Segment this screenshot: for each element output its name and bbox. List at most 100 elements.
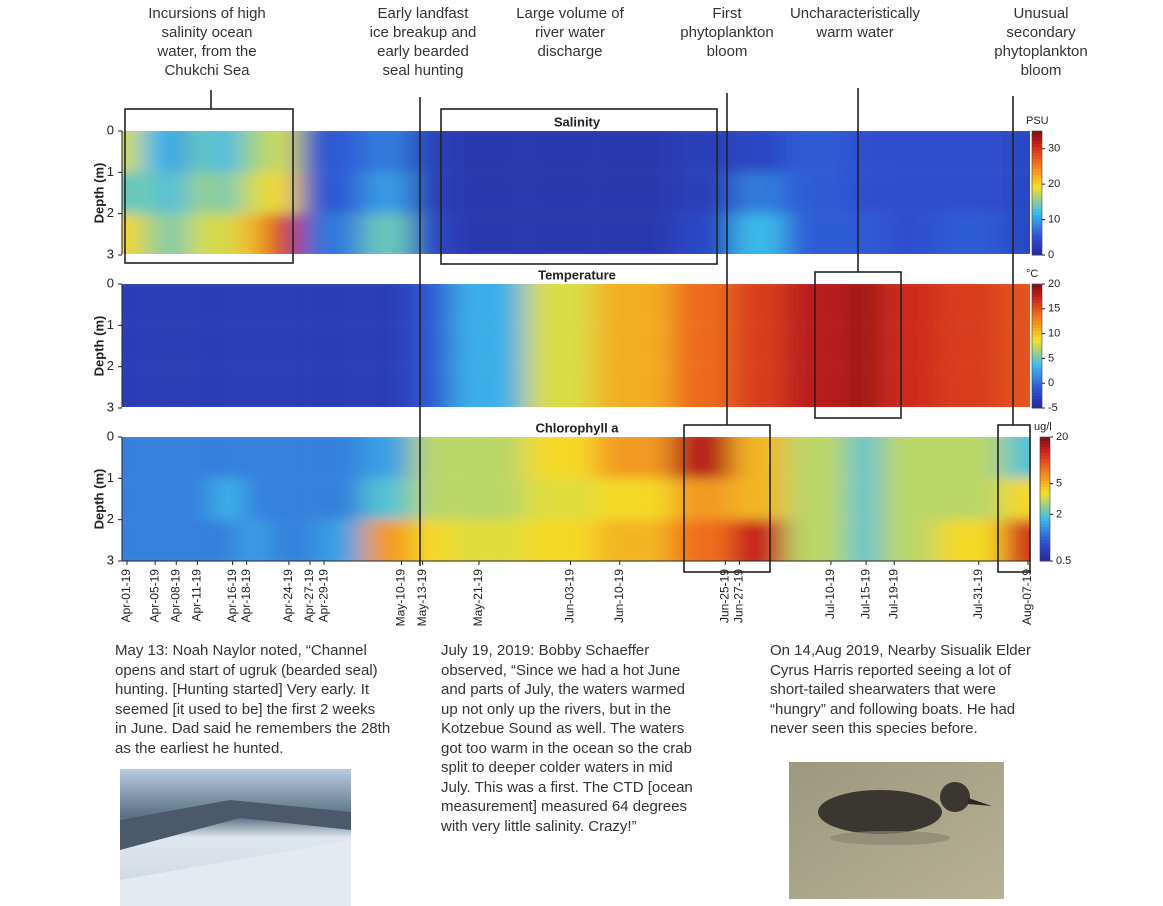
- annotation: bloom: [707, 43, 748, 60]
- annotation: river water: [535, 24, 605, 41]
- colorbar-step: [1032, 137, 1042, 141]
- colorbar-step: [1040, 499, 1050, 503]
- colorbar-step: [1040, 530, 1050, 534]
- cell: [849, 478, 881, 519]
- cell: [268, 478, 300, 519]
- x-tick-label: Apr-01-19: [119, 569, 133, 623]
- cell: [785, 478, 848, 519]
- cell: [215, 172, 240, 213]
- colorbar-step: [1040, 443, 1050, 447]
- colorbar-step: [1032, 346, 1042, 350]
- y-axis-label: Depth (m): [91, 163, 106, 224]
- colorbar-step: [1032, 377, 1042, 381]
- cell: [215, 325, 240, 366]
- colorbar-tick-label: 2: [1056, 508, 1062, 520]
- x-tick-label: Apr-29-19: [316, 569, 330, 623]
- colorbar-step: [1032, 202, 1042, 206]
- cell: [141, 172, 166, 213]
- annotation: Incursions of high: [148, 5, 266, 22]
- panel-title: Temperature: [538, 267, 616, 282]
- x-tick-label: Jun-25-19: [717, 569, 731, 623]
- annotation: Uncharacteristically: [790, 5, 921, 22]
- cell: [187, 325, 215, 366]
- cell: [268, 172, 300, 213]
- cell: [673, 478, 733, 519]
- colorbar-step: [1032, 134, 1042, 138]
- y-tick-label: 2: [107, 358, 114, 373]
- note-line: with very little salinity. Crazy!”: [441, 817, 693, 837]
- colorbar-tick-label: 0: [1048, 377, 1054, 389]
- annotation: First: [712, 5, 742, 22]
- cell: [268, 325, 300, 366]
- colorbar-step: [1040, 474, 1050, 478]
- colorbar-step: [1040, 440, 1050, 444]
- colorbar-step: [1040, 480, 1050, 484]
- note-line: On 14,Aug 2019, Nearby Sisualik Elder: [770, 641, 1031, 661]
- annotation: Chukchi Sea: [164, 62, 250, 79]
- colorbar-step: [1032, 147, 1042, 151]
- cell: [595, 172, 672, 213]
- colorbar-step: [1032, 165, 1042, 169]
- colorbar-step: [1032, 399, 1042, 403]
- note-line: in June. Dad said he remembers the 28th: [115, 719, 390, 739]
- y-tick-label: 0: [107, 122, 114, 137]
- field: [90, 121, 1070, 265]
- colorbar-tick-label: 20: [1056, 431, 1068, 443]
- cell: [412, 172, 451, 213]
- cell: [187, 478, 215, 519]
- field: [90, 427, 1070, 571]
- colorbar-step: [1040, 453, 1050, 457]
- colorbar-step: [1032, 131, 1042, 135]
- colorbar-step: [1040, 484, 1050, 488]
- colorbar-step: [1040, 533, 1050, 537]
- colorbar-step: [1032, 315, 1042, 319]
- annotation: Unusual: [1013, 5, 1068, 22]
- x-tick-label: Apr-18-19: [239, 569, 253, 623]
- annotation: secondary: [1006, 24, 1076, 41]
- colorbar-step: [1040, 508, 1050, 512]
- note-line: hunting. [Hunting started] Very early. I…: [115, 680, 390, 700]
- cell: [215, 478, 240, 519]
- colorbar-step: [1040, 456, 1050, 460]
- cell: [936, 172, 1003, 213]
- colorbar-step: [1032, 193, 1042, 197]
- x-tick-label: May-10-19: [394, 569, 408, 627]
- colorbar-step: [1032, 190, 1042, 194]
- colorbar-step: [1032, 215, 1042, 219]
- colorbar-step: [1032, 349, 1042, 353]
- colorbar-tick-label: 15: [1048, 303, 1060, 315]
- photo-bird: [789, 762, 1004, 899]
- cell: [732, 325, 785, 366]
- note-line: observed, “Since we had a hot June: [441, 661, 693, 681]
- colorbar-step: [1040, 471, 1050, 475]
- cell: [525, 172, 595, 213]
- annotation: early bearded: [377, 43, 469, 60]
- x-tick-label: May-21-19: [471, 569, 485, 627]
- colorbar-step: [1032, 318, 1042, 322]
- x-tick-label: May-13-19: [415, 569, 429, 627]
- colorbar-step: [1032, 196, 1042, 200]
- x-tick-label: Jun-10-19: [612, 569, 626, 623]
- colorbar-step: [1040, 511, 1050, 515]
- cell: [595, 478, 672, 519]
- y-axis-label: Depth (m): [91, 469, 106, 530]
- cell: [936, 325, 1003, 366]
- colorbar-step: [1040, 555, 1050, 559]
- colorbar-step: [1032, 284, 1042, 288]
- colorbar-step: [1032, 230, 1042, 234]
- cell: [363, 478, 412, 519]
- cell: [240, 325, 268, 366]
- annotation: seal hunting: [383, 62, 464, 79]
- y-axis-label: Depth (m): [91, 316, 106, 377]
- colorbar: -505101520°C: [1026, 268, 1060, 414]
- colorbar-step: [1032, 389, 1042, 393]
- colorbar-step: [1032, 337, 1042, 341]
- colorbar-step: [1040, 446, 1050, 450]
- colorbar-step: [1032, 352, 1042, 356]
- colorbar-step: [1032, 187, 1042, 191]
- colorbar-step: [1032, 402, 1042, 406]
- note-line: got too warm in the ocean so the crab: [441, 739, 693, 759]
- x-tick-label: Jul-15-19: [858, 569, 872, 619]
- cell: [732, 478, 785, 519]
- colorbar-step: [1032, 205, 1042, 209]
